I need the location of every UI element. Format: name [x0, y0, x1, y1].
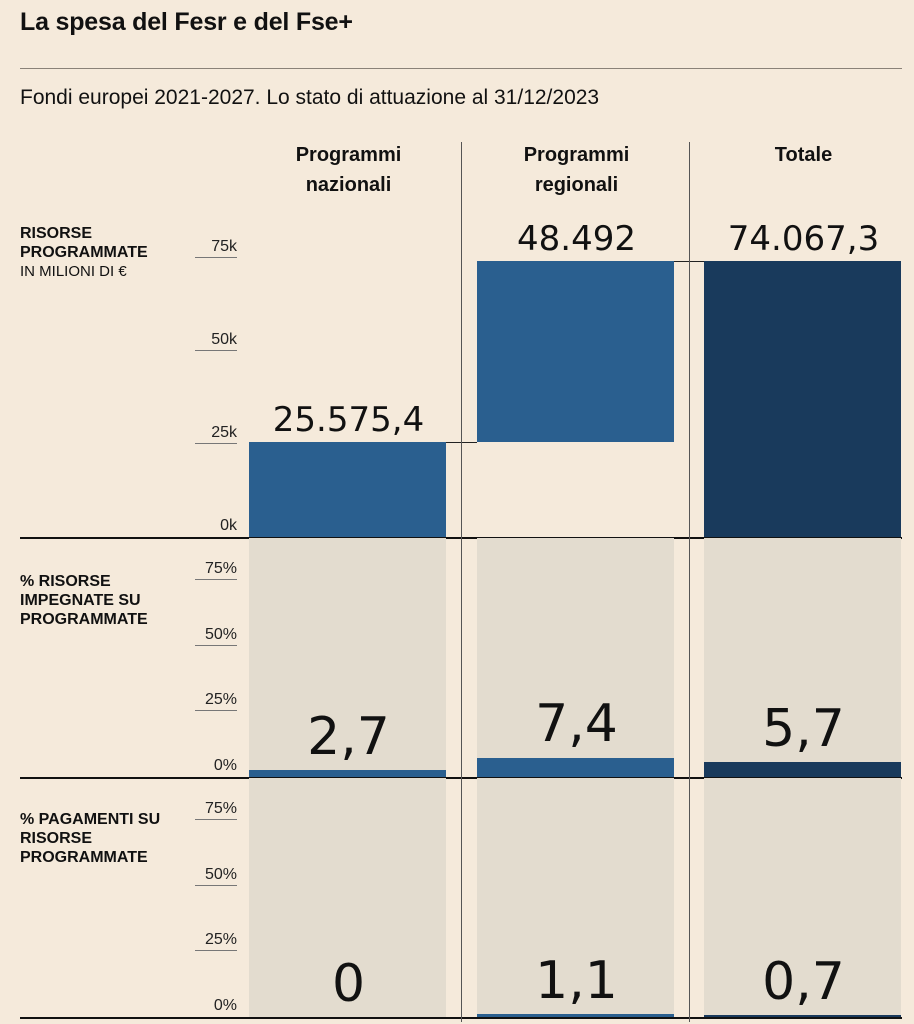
y-tick-label: 0k — [220, 517, 237, 534]
panel-background — [249, 778, 446, 1017]
column-divider — [461, 142, 462, 1022]
y-tick-label: 50% — [204, 625, 237, 643]
y-tick-label: 75k — [211, 238, 237, 255]
y-tick-label: 25% — [204, 931, 237, 949]
column-header: Totale — [774, 144, 833, 166]
data-label: 5,7 — [762, 698, 845, 759]
y-tick-line — [195, 350, 237, 351]
y-tick-label: 75% — [204, 560, 237, 577]
row-label-unit: IN MILIONI DI € — [20, 263, 127, 280]
panel-background — [477, 778, 674, 1017]
data-label: 7,4 — [535, 694, 618, 755]
y-tick-label: 50% — [204, 865, 237, 883]
y-tick-label: 0% — [213, 757, 237, 774]
y-tick-label: 0% — [213, 997, 237, 1014]
bar-totale — [704, 261, 901, 537]
bar-nazionali — [249, 441, 446, 537]
y-tick-line — [195, 884, 237, 886]
row-label: RISORSE PROGRAMMATE IN MILIONI DI € — [20, 224, 180, 281]
bar-totale — [704, 1015, 901, 1017]
row-label-title: RISORSE PROGRAMMATE — [20, 225, 148, 261]
y-tick-line — [195, 257, 237, 258]
y-tick-line — [195, 644, 237, 646]
y-tick-line — [195, 579, 237, 580]
data-label: 2,7 — [307, 706, 390, 767]
row-label: % RISORSE IMPEGNATE SU PROGRAMMATE — [20, 572, 180, 629]
column-header: Programmi nazionali — [295, 144, 402, 196]
panel-background — [704, 778, 901, 1017]
y-tick-line — [195, 819, 237, 820]
title-divider — [20, 68, 902, 69]
panel-background — [249, 538, 446, 777]
bar-regionali — [477, 261, 674, 442]
data-label: 1,1 — [535, 950, 618, 1011]
data-label: 74.067,3 — [727, 219, 880, 260]
panel-background — [477, 538, 674, 777]
bar-regionali — [477, 757, 674, 777]
y-tick-line — [195, 950, 237, 952]
chart-subtitle: Fondi europei 2021-2027. Lo stato di att… — [20, 86, 600, 109]
data-label: 0 — [331, 953, 366, 1014]
panel-background — [704, 538, 901, 777]
bar-regionali — [477, 1014, 674, 1017]
column-divider — [689, 142, 690, 1022]
chart-title: La spesa del Fesr e del Fse+ — [20, 8, 353, 36]
data-label: 25.575,4 — [272, 399, 425, 440]
y-tick-label: 75% — [204, 800, 237, 817]
bar-totale — [704, 762, 901, 777]
bar-nazionali — [249, 769, 446, 777]
y-tick-label: 25% — [204, 691, 237, 709]
y-tick-label: 50k — [211, 331, 237, 348]
y-tick-label: 25k — [211, 424, 237, 441]
row-label-title: % RISORSE IMPEGNATE SU PROGRAMMATE — [20, 573, 148, 628]
data-label: 0,7 — [762, 951, 845, 1012]
column-header: Programmi regionali — [523, 144, 630, 196]
row-label: % PAGAMENTI SU RISORSE PROGRAMMATE — [20, 810, 180, 867]
y-tick-line — [195, 710, 237, 712]
row-label-title: % PAGAMENTI SU RISORSE PROGRAMMATE — [20, 811, 161, 866]
data-label: 48.492 — [517, 219, 636, 260]
y-tick-line — [195, 443, 237, 444]
